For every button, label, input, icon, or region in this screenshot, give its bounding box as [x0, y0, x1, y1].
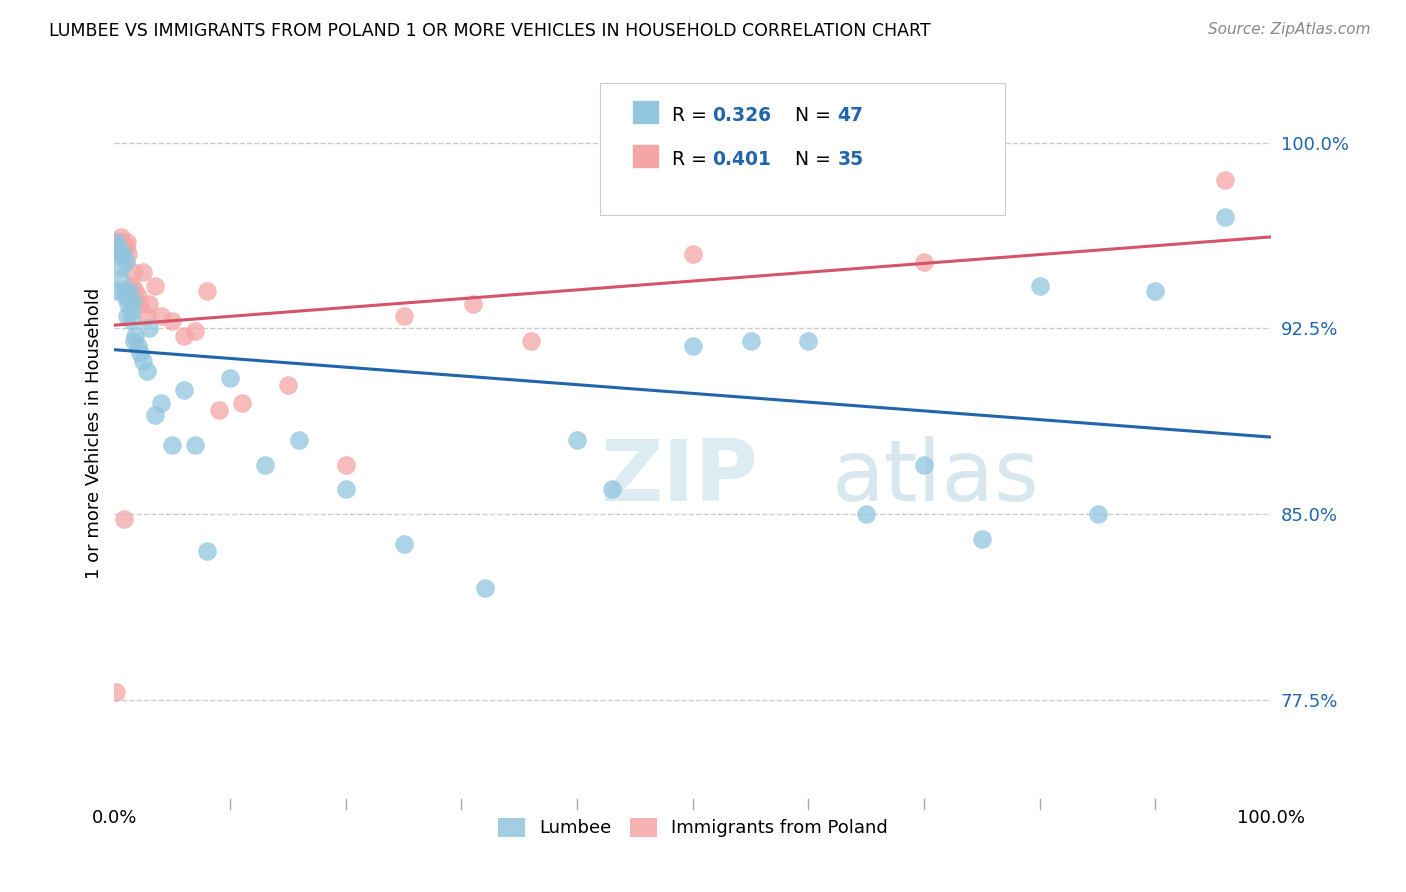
Point: [184, 438, 207, 452]
Point: [682, 247, 704, 261]
Point: [461, 296, 484, 310]
Point: [1144, 285, 1167, 299]
Point: [138, 321, 160, 335]
Point: [600, 483, 623, 497]
Text: 35: 35: [838, 151, 863, 169]
Point: [1213, 210, 1236, 224]
Point: [111, 247, 134, 261]
Y-axis label: 1 or more Vehicles in Household: 1 or more Vehicles in Household: [86, 288, 103, 579]
Point: [520, 334, 543, 348]
Point: [107, 240, 129, 254]
Point: [105, 285, 128, 299]
Bar: [633, 145, 658, 167]
Point: [143, 279, 166, 293]
Point: [195, 544, 218, 558]
Point: [118, 285, 141, 299]
Point: [127, 289, 149, 303]
Point: [132, 264, 155, 278]
Point: [127, 339, 149, 353]
Point: [111, 235, 134, 249]
Point: [277, 378, 299, 392]
Text: Source: ZipAtlas.com: Source: ZipAtlas.com: [1208, 22, 1371, 37]
Point: [1029, 279, 1052, 293]
Point: [108, 247, 131, 261]
Point: [231, 395, 253, 409]
Point: [135, 363, 157, 377]
Point: [124, 329, 146, 343]
Point: [115, 309, 138, 323]
Point: [173, 329, 195, 343]
Point: [253, 458, 276, 472]
Point: [128, 346, 150, 360]
FancyBboxPatch shape: [600, 83, 1005, 215]
Point: [143, 408, 166, 422]
Text: 0.401: 0.401: [713, 151, 772, 169]
Point: [392, 537, 415, 551]
Point: [117, 296, 139, 310]
Point: [110, 230, 132, 244]
Point: [122, 264, 145, 278]
Point: [104, 685, 127, 699]
Text: 47: 47: [838, 106, 863, 126]
Point: [108, 247, 131, 261]
Point: [121, 279, 143, 293]
Point: [335, 458, 357, 472]
Text: LUMBEE VS IMMIGRANTS FROM POLAND 1 OR MORE VEHICLES IN HOUSEHOLD CORRELATION CHA: LUMBEE VS IMMIGRANTS FROM POLAND 1 OR MO…: [49, 22, 931, 40]
Point: [122, 334, 145, 348]
Point: [112, 512, 135, 526]
Text: atlas: atlas: [831, 436, 1039, 519]
Point: [108, 240, 131, 254]
Point: [138, 296, 160, 310]
Legend: Lumbee, Immigrants from Poland: Lumbee, Immigrants from Poland: [491, 811, 896, 845]
Point: [970, 532, 993, 546]
Point: [392, 309, 415, 323]
Point: [121, 314, 143, 328]
Point: [184, 324, 207, 338]
Text: ZIP: ZIP: [600, 436, 758, 519]
Point: [162, 314, 184, 328]
Point: [120, 304, 142, 318]
Point: [118, 285, 141, 299]
Bar: [633, 101, 658, 123]
Point: [149, 309, 172, 323]
Point: [110, 260, 132, 274]
Point: [115, 235, 138, 249]
Point: [162, 438, 184, 452]
Text: R =: R =: [672, 106, 713, 126]
Point: [115, 254, 138, 268]
Point: [912, 458, 935, 472]
Point: [128, 296, 150, 310]
Text: R =: R =: [672, 151, 713, 169]
Point: [115, 240, 138, 254]
Point: [104, 235, 127, 249]
Point: [149, 395, 172, 409]
Point: [207, 403, 229, 417]
Point: [1087, 507, 1109, 521]
Point: [855, 507, 877, 521]
Point: [797, 334, 820, 348]
Text: N =: N =: [794, 106, 837, 126]
Point: [219, 371, 242, 385]
Point: [335, 483, 357, 497]
Point: [114, 289, 136, 303]
Point: [107, 235, 129, 249]
Point: [112, 285, 135, 299]
Point: [122, 294, 145, 309]
Text: 0.326: 0.326: [713, 106, 772, 126]
Point: [108, 272, 131, 286]
Point: [195, 285, 218, 299]
Point: [474, 582, 496, 596]
Point: [740, 334, 762, 348]
Text: N =: N =: [794, 151, 837, 169]
Point: [1213, 173, 1236, 187]
Point: [135, 309, 157, 323]
Point: [565, 433, 588, 447]
Point: [682, 339, 704, 353]
Point: [288, 433, 311, 447]
Point: [124, 285, 146, 299]
Point: [132, 353, 155, 368]
Point: [117, 247, 139, 261]
Point: [173, 384, 195, 398]
Point: [912, 254, 935, 268]
